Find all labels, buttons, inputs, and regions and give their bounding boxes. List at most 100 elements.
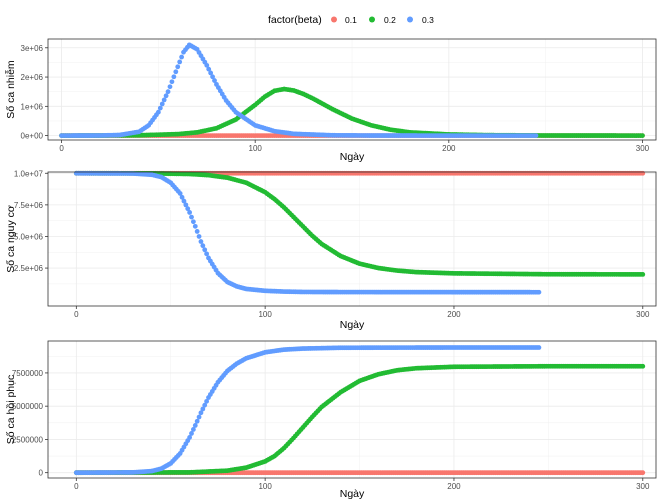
data-point bbox=[536, 345, 542, 350]
panel-0: 0 100 200 300 0e+00 1e+06 2e+06 3e+06 Ngày Số ca … bbox=[4, 38, 657, 163]
data-point bbox=[189, 214, 194, 220]
data-point bbox=[179, 54, 185, 60]
x-tick-label: 0 bbox=[74, 482, 79, 491]
legend-label-1: 0.2 bbox=[384, 15, 396, 25]
x-tick-label: 200 bbox=[442, 144, 456, 153]
data-point bbox=[185, 206, 191, 212]
data-point bbox=[157, 105, 163, 111]
data-point bbox=[187, 435, 193, 440]
data-point bbox=[640, 272, 646, 277]
data-point bbox=[171, 74, 177, 80]
data-point bbox=[210, 74, 215, 80]
data-point bbox=[212, 78, 217, 83]
data-point bbox=[183, 202, 189, 208]
series-1-2 bbox=[73, 170, 542, 295]
data-point bbox=[169, 79, 175, 85]
y-tick-label: 1e+06 bbox=[21, 102, 44, 111]
data-point bbox=[187, 210, 193, 215]
data-point bbox=[192, 423, 198, 428]
x-tick-label: 0 bbox=[74, 310, 79, 319]
legend-title: factor(beta) bbox=[268, 14, 322, 26]
panel-border-2 bbox=[47, 340, 657, 479]
legend: factor(beta) 0.1 0.2 0.3 bbox=[268, 14, 434, 26]
panel-2: 0 100 200 300 0 2500000 5000000 7500000 Ngày Số c… bbox=[5, 340, 657, 500]
data-point bbox=[196, 414, 202, 420]
x-tick-label: 0 bbox=[59, 144, 64, 153]
y-tick-label: 0e+00 bbox=[21, 132, 44, 141]
data-point bbox=[155, 109, 161, 115]
data-point bbox=[192, 223, 198, 229]
data-point bbox=[200, 243, 206, 249]
y-axis-title: Số ca nhiễm bbox=[4, 60, 17, 119]
x-tick-label: 100 bbox=[258, 310, 272, 319]
y-axis-title: Số ca hồi phục bbox=[5, 375, 17, 444]
data-point bbox=[177, 191, 183, 196]
legend-key-2 bbox=[407, 16, 413, 23]
x-tick-label: 100 bbox=[249, 144, 263, 153]
y-tick-label: 0 bbox=[39, 469, 44, 478]
panel-border-1 bbox=[47, 171, 657, 307]
data-point bbox=[163, 93, 169, 99]
data-point bbox=[167, 84, 173, 90]
data-point bbox=[177, 59, 183, 65]
data-point bbox=[204, 251, 210, 257]
legend-entry-0: 0.1 bbox=[331, 15, 357, 25]
data-point bbox=[194, 418, 200, 424]
data-point bbox=[208, 70, 214, 76]
data-point bbox=[204, 398, 210, 404]
y-tick-label: 5000000 bbox=[12, 402, 44, 411]
x-axis-title: Ngày bbox=[340, 319, 365, 331]
legend-entry-2: 0.3 bbox=[407, 15, 434, 25]
data-point bbox=[159, 101, 165, 107]
data-point bbox=[190, 219, 196, 225]
series-0-2 bbox=[59, 42, 539, 139]
data-point bbox=[202, 402, 208, 408]
data-point bbox=[173, 69, 179, 75]
y-tick-label: 7.5e+06 bbox=[14, 201, 44, 210]
data-point bbox=[194, 229, 200, 234]
x-tick-label: 100 bbox=[258, 482, 272, 491]
data-point bbox=[181, 198, 187, 204]
legend-key-1 bbox=[369, 16, 375, 23]
data-point bbox=[175, 64, 181, 70]
y-tick-label: 7500000 bbox=[12, 369, 44, 378]
y-tick-label: 2.5e+06 bbox=[14, 264, 44, 273]
y-tick-label: 5.0e+06 bbox=[14, 232, 44, 241]
y-tick-label: 1.0e+07 bbox=[14, 169, 44, 178]
legend-entry-1: 0.2 bbox=[369, 15, 396, 25]
y-tick-label: 2500000 bbox=[12, 435, 44, 444]
data-point bbox=[179, 194, 185, 200]
plot-area-2 bbox=[48, 341, 656, 478]
series-2-2 bbox=[73, 345, 542, 476]
data-point bbox=[204, 62, 210, 68]
data-point bbox=[198, 239, 204, 244]
data-point bbox=[202, 247, 208, 253]
legend-label-2: 0.3 bbox=[422, 15, 434, 25]
x-tick-label: 200 bbox=[447, 482, 461, 491]
plot-area-1 bbox=[48, 172, 656, 306]
legend-label-0: 0.1 bbox=[345, 15, 357, 25]
x-tick-label: 200 bbox=[447, 310, 461, 319]
data-point bbox=[640, 470, 646, 476]
data-point bbox=[206, 66, 212, 72]
legend-key-0 bbox=[331, 16, 337, 23]
data-point bbox=[165, 89, 171, 95]
data-point bbox=[640, 170, 646, 176]
y-tick-label: 3e+06 bbox=[21, 44, 44, 53]
data-point bbox=[161, 97, 167, 103]
data-point bbox=[198, 410, 204, 416]
panel-border-0 bbox=[47, 38, 657, 141]
data-point bbox=[533, 133, 539, 139]
x-axis-title: Ngày bbox=[340, 488, 365, 500]
data-point bbox=[190, 427, 196, 432]
data-point bbox=[640, 133, 645, 139]
data-point bbox=[200, 406, 206, 412]
panel-1: 0 100 200 300 2.5e+06 5.0e+06 7.5e+06 1.0e+07 Ng… bbox=[5, 169, 657, 331]
data-point bbox=[189, 431, 194, 436]
x-tick-label: 300 bbox=[636, 144, 650, 153]
y-axis-title: Số ca nguy cơ bbox=[5, 205, 17, 273]
x-tick-label: 300 bbox=[636, 482, 650, 491]
data-point bbox=[640, 363, 646, 369]
x-axis-title: Ngày bbox=[340, 151, 365, 163]
